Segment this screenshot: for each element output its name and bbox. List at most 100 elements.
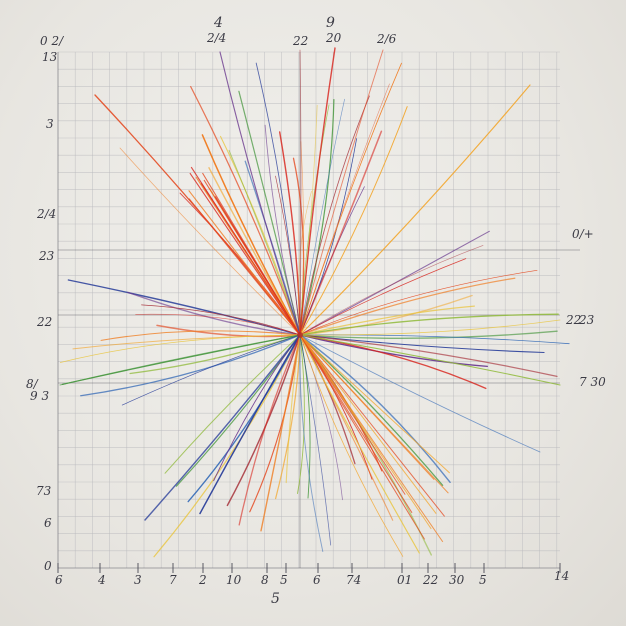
ray-line xyxy=(228,149,301,336)
ray-line xyxy=(299,334,451,474)
top-label: 2/6 xyxy=(377,32,397,46)
ray-line xyxy=(214,196,301,336)
ray-line xyxy=(299,334,451,484)
center-point xyxy=(297,332,303,338)
bottom-label: 10 xyxy=(226,573,242,587)
ray-line xyxy=(299,334,404,557)
ray-line xyxy=(299,334,420,554)
ray-line xyxy=(94,94,301,336)
ray-line xyxy=(144,334,301,521)
bottom-label: 30 xyxy=(449,573,465,587)
bottom-label: 14 xyxy=(554,569,570,583)
ray-line xyxy=(299,334,394,521)
top-label: 2/4 xyxy=(207,31,227,45)
ray-line xyxy=(299,334,437,515)
ray-line xyxy=(299,334,541,453)
ray-line xyxy=(67,279,301,336)
ray-line xyxy=(100,330,301,341)
ray-line xyxy=(299,334,561,386)
ray-line xyxy=(299,334,332,546)
bottom-label: 6 xyxy=(55,573,63,587)
right-label: 0/+ xyxy=(572,227,594,241)
ray-line xyxy=(299,49,302,336)
bottom-label: 5 xyxy=(479,573,487,587)
bottom-label: 22 xyxy=(423,573,439,587)
ray-line xyxy=(299,330,558,339)
ray-line xyxy=(299,334,444,486)
ray-line xyxy=(299,334,406,495)
top-label: 4 xyxy=(214,15,223,31)
ray-line xyxy=(299,47,336,336)
ray-line xyxy=(299,294,473,336)
ray-line xyxy=(59,334,301,386)
bottom-label: 01 xyxy=(397,573,413,587)
bottom-label: 8 xyxy=(261,573,269,587)
ray-line xyxy=(299,334,488,368)
ray-line xyxy=(190,85,301,336)
top-label: 22 xyxy=(293,34,309,48)
ray-line xyxy=(299,334,413,514)
ray-line xyxy=(297,334,305,495)
bottom-label: 5 xyxy=(271,591,280,607)
ray-line xyxy=(199,334,301,515)
ray-line xyxy=(299,334,324,552)
left-label: 13 xyxy=(42,50,58,64)
left-label: 0 xyxy=(44,559,52,573)
top-label: 9 xyxy=(326,15,335,31)
ray-line xyxy=(59,334,301,363)
ray-line xyxy=(121,334,301,406)
ray-line xyxy=(299,334,449,494)
ray-line xyxy=(260,334,301,532)
ray-line xyxy=(208,167,301,336)
bottom-label: 7 xyxy=(169,573,177,587)
left-label: 6 xyxy=(44,516,52,530)
ray-line xyxy=(188,190,301,336)
ray-line xyxy=(299,84,531,336)
left-label: 23 xyxy=(39,249,55,263)
right-label: 7 30 xyxy=(579,375,606,389)
left-label: 3 xyxy=(46,117,54,131)
bottom-label: 74 xyxy=(346,573,362,587)
ray-line xyxy=(188,198,301,336)
ray-line xyxy=(299,319,561,336)
ray-line xyxy=(299,334,558,378)
ray-line xyxy=(299,334,426,540)
ray-line xyxy=(129,334,301,375)
ray-line xyxy=(285,334,301,484)
ray-line xyxy=(299,98,345,336)
ray-line xyxy=(299,104,330,336)
ray-line xyxy=(299,130,383,336)
ray-line xyxy=(299,98,335,336)
ray-line xyxy=(299,270,538,336)
ray-line xyxy=(189,172,301,336)
left-label: 2/4 xyxy=(37,207,57,221)
right-label: 23 xyxy=(579,313,595,327)
ray-line xyxy=(299,95,370,336)
ray-line xyxy=(299,62,402,336)
ray-line xyxy=(299,277,516,336)
top-label: 20 xyxy=(326,31,342,45)
ray-line xyxy=(299,106,408,336)
right-label: 22 xyxy=(566,313,582,327)
ray-line xyxy=(156,324,301,338)
ray-line xyxy=(278,131,301,336)
ray-line xyxy=(249,334,301,513)
bottom-label: 6 xyxy=(313,573,321,587)
ray-line xyxy=(164,334,301,474)
left-label: 73 xyxy=(36,484,52,498)
ray-line xyxy=(127,291,301,336)
ray-line xyxy=(299,334,343,501)
ray-line xyxy=(135,313,301,336)
left-label: 8/ xyxy=(26,377,38,391)
ray-line xyxy=(299,334,444,543)
ray-line xyxy=(264,124,301,336)
left-label: 22 xyxy=(37,315,53,329)
bottom-label: 2 xyxy=(199,573,207,587)
ray-line xyxy=(299,305,475,336)
ray-line xyxy=(238,334,301,526)
ray-line xyxy=(298,190,312,336)
ray-line xyxy=(299,49,384,336)
